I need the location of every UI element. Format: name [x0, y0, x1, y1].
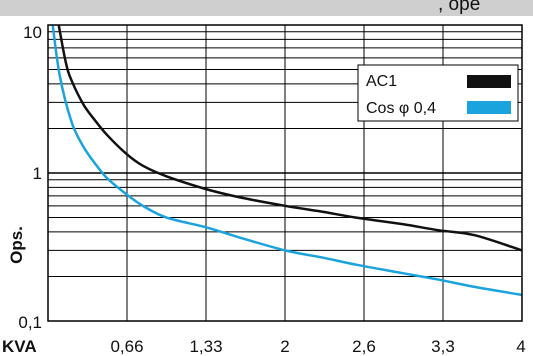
- top-band: , ope: [0, 0, 533, 16]
- legend: AC1 Cos φ 0,4: [357, 64, 519, 122]
- legend-swatch-cos-phi: [467, 101, 511, 114]
- series-line-cos-phi: [51, 24, 523, 297]
- y-axis-title: Ops.: [7, 226, 26, 264]
- plot-frame: [47, 24, 523, 322]
- x-tick-labels: 0,66 1,33 2 2,6 3,3 4: [110, 337, 525, 356]
- legend-label-cos-phi: Cos φ 0,4: [366, 100, 436, 117]
- y-tick-labels: 10 1 0,1: [18, 23, 42, 332]
- legend-label-ac1: AC1: [366, 73, 397, 90]
- x-tick-label: 4: [516, 337, 525, 356]
- y-tick-label: 10: [23, 23, 42, 42]
- x-tick-label: 0,66: [110, 337, 143, 356]
- series-layer: [51, 24, 523, 297]
- x-axis-title: KVA: [2, 337, 37, 356]
- series-line-ac1: [57, 24, 523, 252]
- legend-swatch-ac1: [467, 75, 511, 88]
- x-tick-label: 1,33: [189, 337, 222, 356]
- y-tick-label: 0,1: [18, 313, 42, 332]
- x-tick-label: 2: [280, 337, 289, 356]
- y-tick-label: 1: [33, 164, 42, 183]
- header-clipped-text: , ope: [438, 0, 481, 15]
- x-tick-label: 3,3: [431, 337, 455, 356]
- x-tick-label: 2,6: [352, 337, 376, 356]
